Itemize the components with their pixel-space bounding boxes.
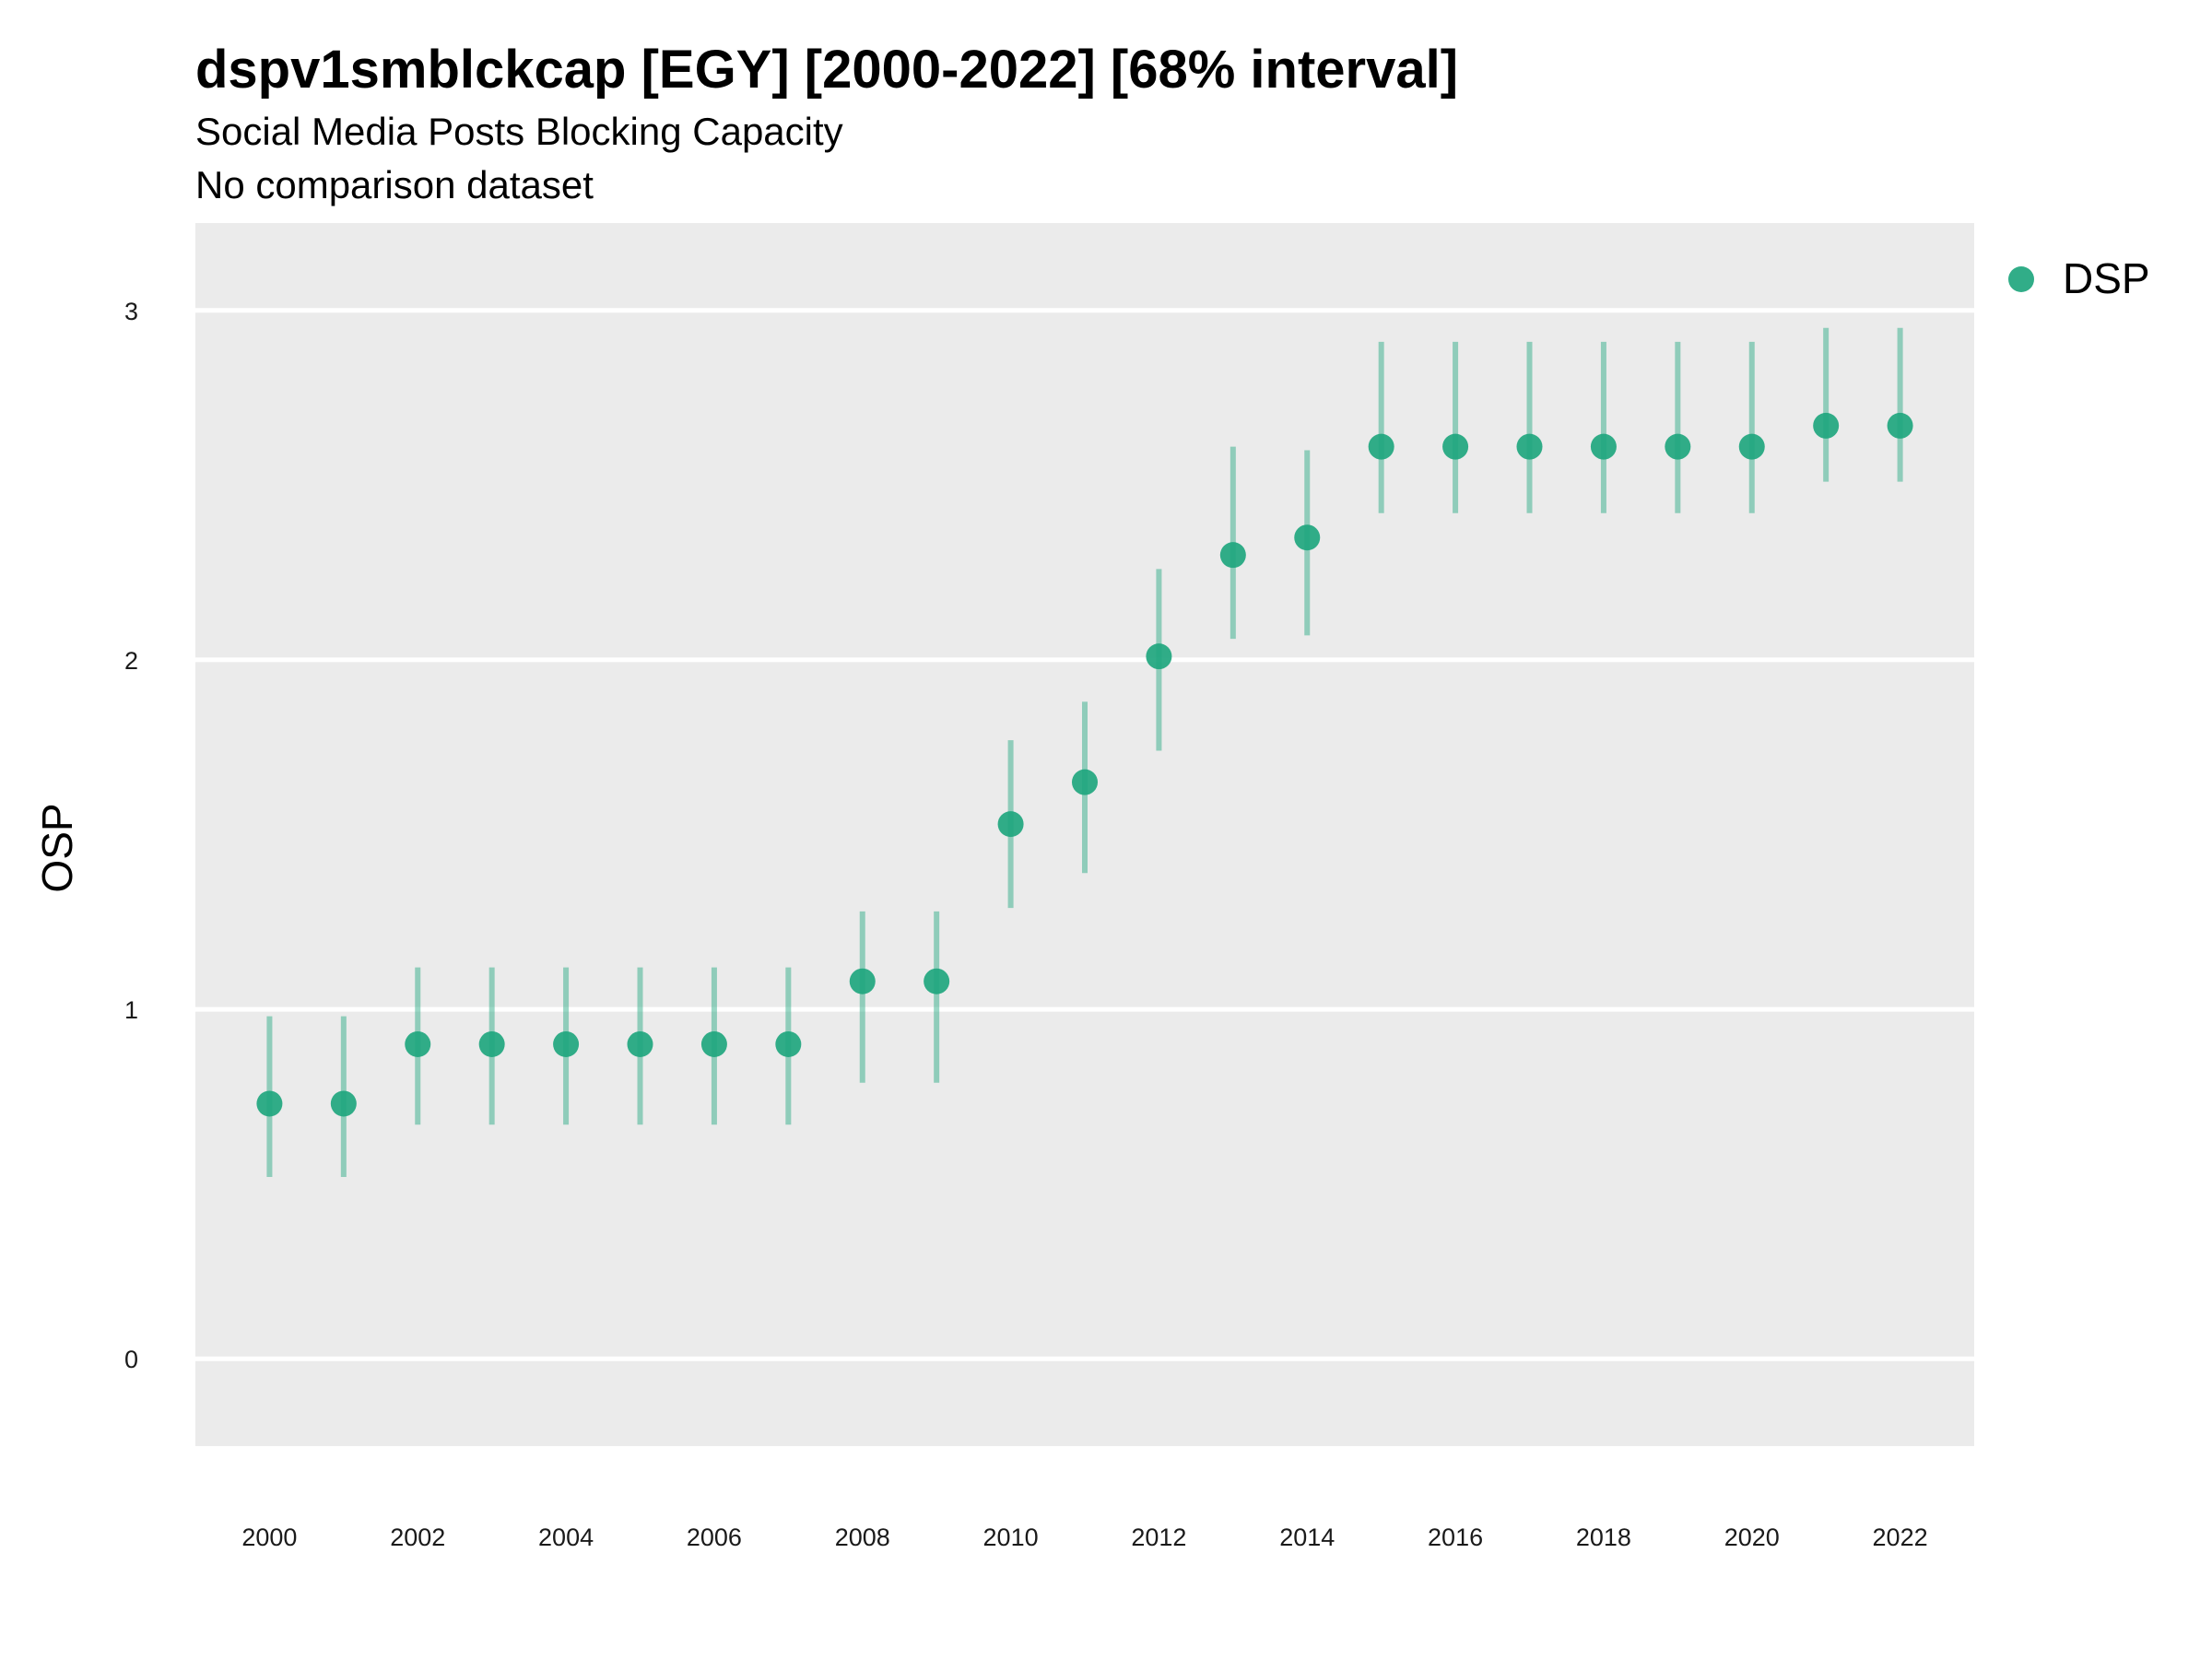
- x-tick-label: 2004: [538, 1524, 594, 1551]
- data-point: [997, 811, 1024, 838]
- chart-title: dspv1smblckcap [EGY] [2000-2022] [68% in…: [195, 40, 1458, 100]
- data-point: [1516, 433, 1543, 460]
- x-tick-label: 2018: [1576, 1524, 1631, 1551]
- y-tick-label: 1: [124, 996, 138, 1024]
- data-point: [924, 968, 950, 994]
- y-tick-label: 0: [124, 1346, 138, 1373]
- legend: DSP: [2008, 254, 2150, 302]
- data-points: [256, 412, 1913, 1117]
- x-tick-label: 2020: [1724, 1524, 1780, 1551]
- legend-swatch-dsp: [2008, 266, 2034, 292]
- data-point: [330, 1090, 357, 1117]
- x-tick-label: 2022: [1873, 1524, 1928, 1551]
- data-point: [1368, 433, 1394, 460]
- grid-lines: [195, 308, 1974, 1361]
- x-tick-label: 2016: [1428, 1524, 1483, 1551]
- data-point: [1813, 412, 1840, 439]
- x-tick-label: 2008: [835, 1524, 890, 1551]
- data-point: [405, 1030, 431, 1057]
- data-point: [1146, 643, 1172, 670]
- x-tick-label: 2000: [241, 1524, 297, 1551]
- x-tick-label: 2012: [1131, 1524, 1186, 1551]
- chart-caption: No comparison dataset: [195, 163, 594, 206]
- chart-subtitle: Social Media Posts Blocking Capacity: [195, 110, 843, 153]
- data-point: [1887, 412, 1913, 439]
- x-tick-label: 2002: [390, 1524, 445, 1551]
- y-axis-title: OSP: [33, 803, 81, 892]
- data-point: [256, 1090, 283, 1117]
- plot-panel: [195, 223, 1974, 1446]
- data-point: [1219, 542, 1246, 569]
- data-point: [1072, 769, 1098, 795]
- data-point: [1738, 433, 1765, 460]
- data-point: [1442, 433, 1469, 460]
- data-point: [1294, 524, 1321, 551]
- data-point: [775, 1030, 802, 1057]
- x-tick-label: 2010: [983, 1524, 1039, 1551]
- data-point: [1590, 433, 1617, 460]
- x-tick-label: 2014: [1279, 1524, 1335, 1551]
- x-tick-label: 2006: [687, 1524, 742, 1551]
- data-point: [553, 1030, 580, 1057]
- legend-label-dsp: DSP: [2063, 254, 2150, 302]
- data-point: [700, 1030, 727, 1057]
- y-tick-label: 3: [124, 298, 138, 325]
- x-axis-ticks: 2000 2002 2004 2006 2008 2010 2012 2014 2016 2018…: [241, 1524, 1927, 1551]
- data-point: [627, 1030, 653, 1057]
- data-point: [849, 968, 876, 994]
- data-point: [478, 1030, 505, 1057]
- y-axis-ticks: 0 1 2 3: [124, 298, 138, 1373]
- y-tick-label: 2: [124, 647, 138, 675]
- data-point: [1665, 433, 1691, 460]
